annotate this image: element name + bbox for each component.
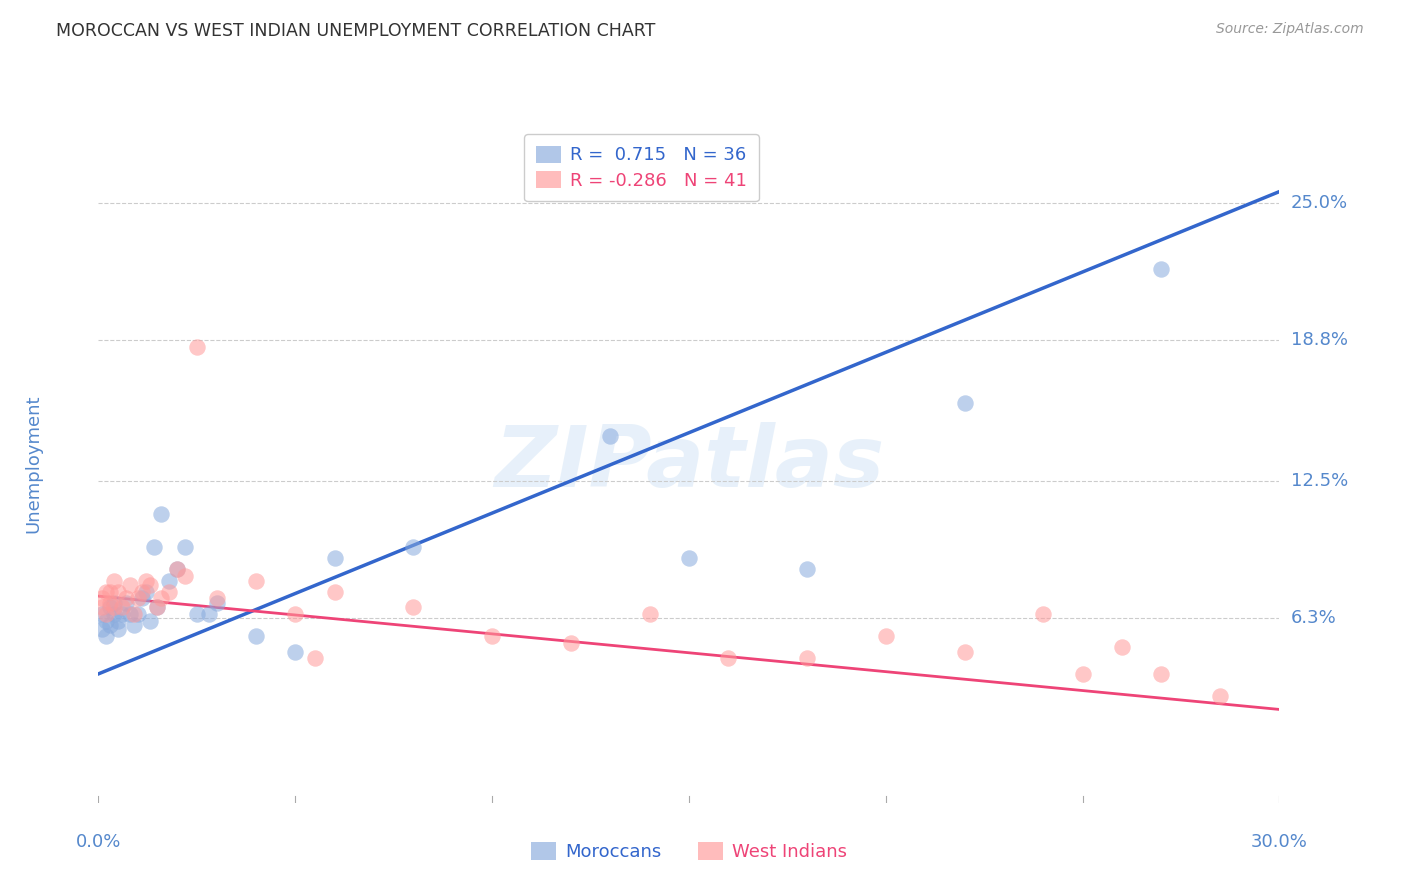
Point bbox=[131, 584, 153, 599]
Point bbox=[481, 629, 503, 643]
Point bbox=[323, 551, 346, 566]
Point bbox=[796, 562, 818, 576]
Point bbox=[205, 596, 228, 610]
Point bbox=[98, 618, 121, 632]
Point bbox=[131, 591, 153, 606]
Point bbox=[174, 540, 197, 554]
Point bbox=[96, 607, 118, 621]
Point bbox=[953, 645, 976, 659]
Point bbox=[98, 600, 121, 615]
Point bbox=[91, 623, 114, 637]
Point bbox=[96, 629, 118, 643]
Text: 25.0%: 25.0% bbox=[1291, 194, 1348, 211]
Text: 6.3%: 6.3% bbox=[1291, 609, 1336, 627]
Point bbox=[1150, 666, 1173, 681]
Point bbox=[142, 540, 165, 554]
Point bbox=[146, 600, 169, 615]
Point bbox=[1071, 666, 1094, 681]
Text: Source: ZipAtlas.com: Source: ZipAtlas.com bbox=[1216, 22, 1364, 37]
Point bbox=[796, 651, 818, 665]
Point bbox=[103, 600, 125, 615]
Point bbox=[138, 614, 160, 628]
Point bbox=[107, 623, 129, 637]
Point bbox=[127, 607, 149, 621]
Point bbox=[1150, 262, 1173, 277]
Point bbox=[111, 600, 134, 615]
Text: ZIPatlas: ZIPatlas bbox=[494, 422, 884, 506]
Point bbox=[150, 507, 173, 521]
Point bbox=[96, 614, 118, 628]
Point bbox=[150, 591, 173, 606]
Point bbox=[284, 645, 307, 659]
Point bbox=[560, 636, 582, 650]
Point bbox=[146, 600, 169, 615]
Point bbox=[1209, 689, 1232, 703]
Point bbox=[98, 584, 121, 599]
Point bbox=[186, 340, 208, 354]
Point bbox=[166, 562, 188, 576]
Point bbox=[91, 607, 114, 621]
Text: Unemployment: Unemployment bbox=[24, 394, 42, 533]
Point bbox=[122, 607, 145, 621]
Point bbox=[96, 584, 118, 599]
Point bbox=[138, 578, 160, 592]
Point bbox=[107, 584, 129, 599]
Point bbox=[638, 607, 661, 621]
Text: 0.0%: 0.0% bbox=[76, 833, 121, 851]
Point bbox=[115, 591, 138, 606]
Point bbox=[304, 651, 326, 665]
Point bbox=[402, 540, 425, 554]
Text: MOROCCAN VS WEST INDIAN UNEMPLOYMENT CORRELATION CHART: MOROCCAN VS WEST INDIAN UNEMPLOYMENT COR… bbox=[56, 22, 655, 40]
Point bbox=[1111, 640, 1133, 655]
Point bbox=[157, 574, 180, 588]
Point bbox=[953, 395, 976, 409]
Text: 18.8%: 18.8% bbox=[1291, 332, 1347, 350]
Point bbox=[103, 596, 125, 610]
Point bbox=[186, 607, 208, 621]
Legend: Moroccans, West Indians: Moroccans, West Indians bbox=[523, 835, 855, 868]
Point bbox=[111, 607, 134, 621]
Text: 30.0%: 30.0% bbox=[1251, 833, 1308, 851]
Point bbox=[1032, 607, 1054, 621]
Point bbox=[875, 629, 897, 643]
Point bbox=[245, 574, 267, 588]
Point bbox=[166, 562, 188, 576]
Point bbox=[135, 584, 157, 599]
Point bbox=[197, 607, 219, 621]
Point bbox=[284, 607, 307, 621]
Point bbox=[174, 569, 197, 583]
Point bbox=[205, 591, 228, 606]
Point bbox=[678, 551, 700, 566]
Text: 12.5%: 12.5% bbox=[1291, 472, 1348, 490]
Point bbox=[157, 584, 180, 599]
Point bbox=[717, 651, 740, 665]
Point bbox=[107, 614, 129, 628]
Point bbox=[402, 600, 425, 615]
Point bbox=[122, 618, 145, 632]
Point bbox=[115, 596, 138, 610]
Point bbox=[118, 578, 141, 592]
Point bbox=[98, 596, 121, 610]
Point bbox=[127, 591, 149, 606]
Point bbox=[91, 591, 114, 606]
Point bbox=[91, 600, 114, 615]
Point bbox=[135, 574, 157, 588]
Point bbox=[245, 629, 267, 643]
Point bbox=[103, 574, 125, 588]
Point bbox=[323, 584, 346, 599]
Point bbox=[599, 429, 621, 443]
Point bbox=[118, 607, 141, 621]
Point bbox=[103, 607, 125, 621]
